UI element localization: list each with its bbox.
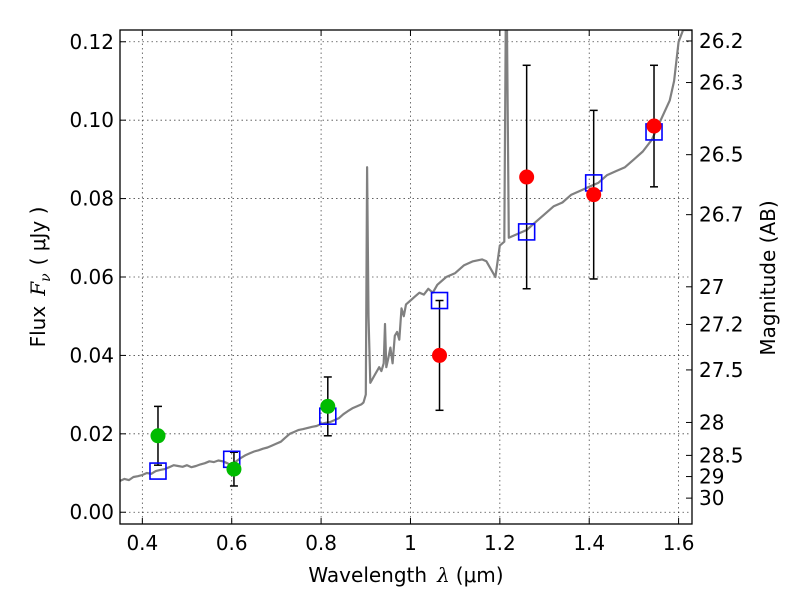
x-tick-label: 1.2 — [484, 531, 516, 555]
x-axis-title: Wavelength λ (μm) — [308, 563, 503, 587]
y-axis-title: FluxFν( μJy ) — [26, 207, 54, 348]
y2-axis-title: Magnitude (AB) — [756, 200, 780, 355]
model-photometry-square — [149, 462, 167, 480]
mag-tick-label: 29 — [699, 465, 724, 489]
plot-data — [120, 30, 692, 487]
mag-tick-label: 27.2 — [699, 312, 744, 336]
y-tick-label: 0.02 — [69, 422, 114, 446]
y-tick-label: 0.12 — [69, 30, 114, 54]
observed-optical-point — [320, 398, 336, 414]
observed-infrared-point — [432, 347, 448, 363]
observed-infrared-point — [646, 118, 662, 134]
x-tick-label: 0.4 — [126, 531, 158, 555]
y-tick-label: 0.00 — [69, 500, 114, 524]
mag-tick-label: 26.3 — [699, 71, 744, 95]
x-tick-label: 1.4 — [573, 531, 605, 555]
observed-optical-point — [150, 428, 166, 444]
observed-infrared-point — [519, 169, 535, 185]
mag-tick-label: 27 — [699, 275, 724, 299]
model-spectrum-line — [120, 30, 692, 482]
mag-tick-label: 26.5 — [699, 143, 744, 167]
y-tick-label: 0.04 — [69, 343, 114, 367]
mag-tick-label: 26.2 — [699, 29, 744, 53]
y-tick-label: 0.06 — [69, 265, 114, 289]
mag-tick-label: 28.5 — [699, 443, 744, 467]
grid — [120, 30, 692, 524]
axes: 0.4 0.6 0.8 1 1.2 1.4 1.6 0.00 0.02 0.04 0.06 0.08 0… — [69, 29, 743, 555]
observed-optical-point — [226, 461, 242, 477]
mag-tick-label: 28 — [699, 410, 724, 434]
x-tick-label: 0.8 — [305, 531, 337, 555]
y-tick-label: 0.08 — [69, 187, 114, 211]
model-photometry-square — [517, 223, 536, 241]
mag-tick-label: 27.5 — [699, 358, 744, 382]
x-tick-label: 0.6 — [216, 531, 248, 555]
model-photometry-square — [430, 291, 449, 310]
x-tick-label: 1.6 — [663, 531, 695, 555]
mag-tick-label: 30 — [699, 486, 724, 510]
plot-frame — [119, 29, 693, 525]
y-tick-label: 0.10 — [69, 108, 114, 132]
mag-tick-label: 26.7 — [699, 203, 744, 227]
x-tick-label: 1 — [404, 531, 417, 555]
observed-infrared-point — [586, 187, 602, 203]
